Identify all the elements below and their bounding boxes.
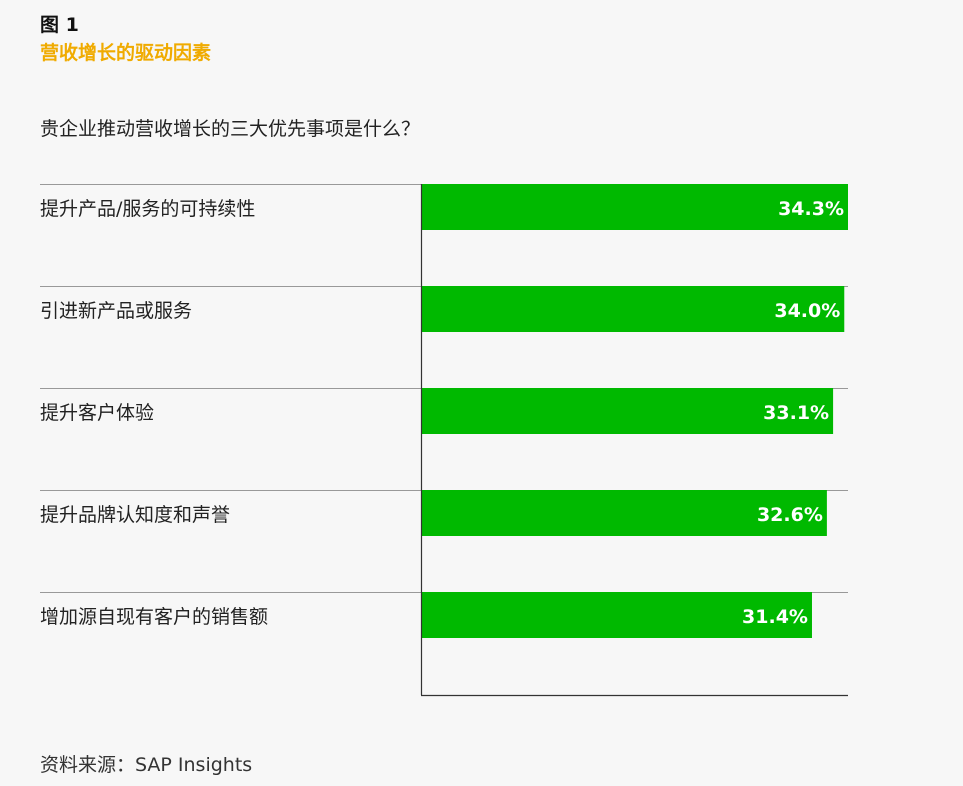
data-label: 34.3% xyxy=(778,198,844,220)
category-label: 提升客户体验 xyxy=(40,402,154,424)
category-label: 引进新产品或服务 xyxy=(40,300,192,322)
category-label: 提升品牌认知度和声誉 xyxy=(40,504,230,526)
data-label: 31.4% xyxy=(742,606,808,628)
data-label: 33.1% xyxy=(763,402,829,424)
category-label: 增加源自现有客户的销售额 xyxy=(40,606,268,628)
survey-question: 贵企业推动营收增长的三大优先事项是什么？ xyxy=(40,118,421,140)
bar xyxy=(422,388,834,434)
data-label: 32.6% xyxy=(757,504,823,526)
category-label: 提升产品/服务的可持续性 xyxy=(40,198,255,220)
bar xyxy=(422,184,848,230)
figure-number: 图 1 xyxy=(40,14,79,36)
bar xyxy=(422,286,845,332)
source-note: 资料来源：SAP Insights xyxy=(40,754,253,776)
chart-title: 营收增长的驱动因素 xyxy=(40,42,212,64)
bar xyxy=(422,592,812,638)
data-label: 34.0% xyxy=(774,300,840,322)
bar xyxy=(422,490,827,536)
